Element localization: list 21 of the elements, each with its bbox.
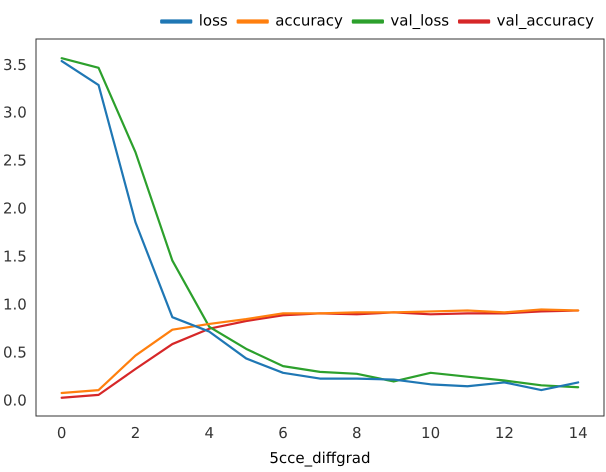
y-tick-label: 1.0 xyxy=(2,296,27,314)
y-tick-label: 0.0 xyxy=(2,392,27,410)
legend-label: accuracy xyxy=(275,11,343,30)
x-tick-label: 2 xyxy=(130,424,140,442)
y-tick-label: 3.5 xyxy=(2,56,27,74)
y-tick-label: 0.5 xyxy=(2,344,27,362)
legend-label: val_accuracy xyxy=(496,11,594,30)
x-tick-label: 8 xyxy=(352,424,362,442)
legend-label: loss xyxy=(198,11,228,30)
x-axis-title: 5cce_diffgrad xyxy=(269,448,371,467)
y-tick-label: 3.0 xyxy=(2,104,27,122)
x-tick-label: 14 xyxy=(568,424,588,442)
y-tick-label: 2.0 xyxy=(2,200,27,218)
x-tick-label: 6 xyxy=(278,424,288,442)
y-tick-label: 1.5 xyxy=(2,248,27,266)
x-tick-label: 10 xyxy=(421,424,440,442)
x-tick-label: 12 xyxy=(494,424,514,442)
x-tick-label: 4 xyxy=(204,424,214,442)
x-tick-label: 0 xyxy=(56,424,66,442)
legend-label: val_loss xyxy=(390,11,450,30)
y-tick-label: 2.5 xyxy=(2,152,27,170)
